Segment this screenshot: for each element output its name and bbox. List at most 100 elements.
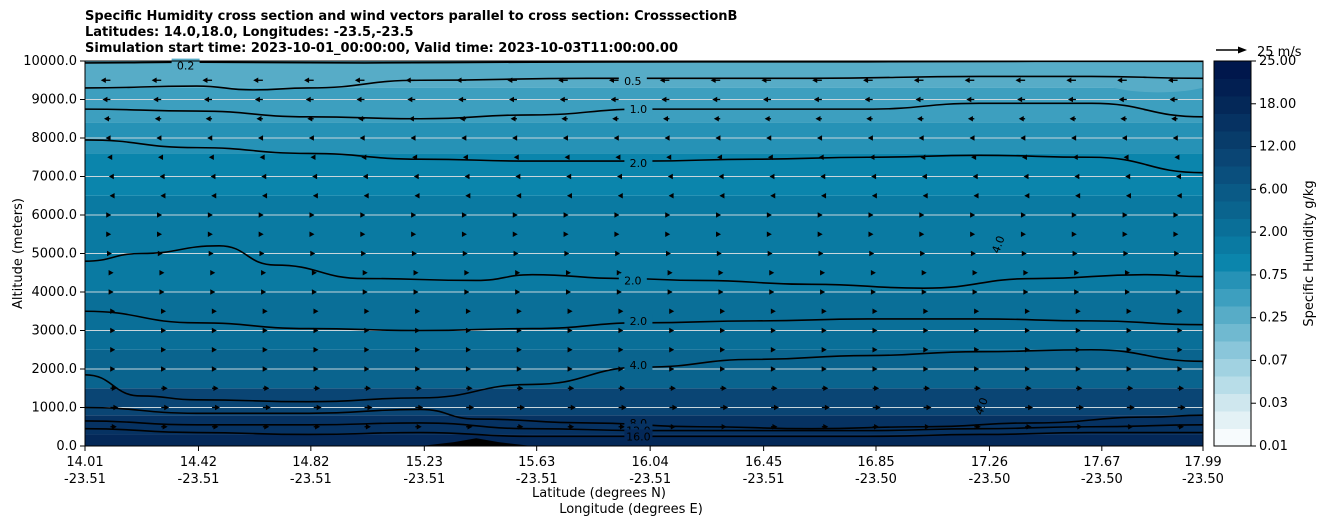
- wind-arrow: [261, 289, 267, 295]
- wind-arrow: [1021, 250, 1027, 257]
- wind-arrow: [516, 346, 522, 353]
- wind-arrow: [618, 327, 624, 334]
- quiver-key: 25 m/s: [1216, 45, 1302, 60]
- wind-arrow: [972, 173, 978, 180]
- wind-arrow: [1174, 154, 1180, 161]
- colorbar-tick-label: 0.07: [1259, 353, 1288, 368]
- wind-arrow: [1020, 135, 1026, 141]
- colorbar-segment: [1214, 166, 1251, 184]
- wind-arrow: [1175, 289, 1181, 295]
- wind-arrow: [461, 212, 467, 218]
- wind-arrow: [308, 135, 314, 141]
- wind-arrow: [262, 366, 268, 372]
- wind-arrow: [210, 289, 216, 295]
- colorbar-segment: [1214, 96, 1251, 114]
- x-tick-label-lat: 15.63: [518, 455, 555, 470]
- wind-arrow: [967, 115, 973, 122]
- colorbar-tick-label: 25.00: [1259, 54, 1296, 69]
- wind-arrow: [1124, 289, 1130, 295]
- colorbar: 0.01 0.03 0.07 0.25 0.75 2.00 6.00 12.00 18.00 25…: [1213, 54, 1317, 454]
- wind-arrow: [1169, 96, 1175, 103]
- wind-arrow: [921, 269, 927, 276]
- wind-arrow: [465, 346, 471, 353]
- x-tick-label-lat: 14.82: [292, 455, 329, 470]
- colorbar-tick-label: 12.00: [1259, 140, 1296, 155]
- wind-arrow: [515, 269, 521, 276]
- wind-arrow: [769, 269, 775, 276]
- wind-arrow: [964, 77, 970, 84]
- wind-arrow: [1071, 231, 1077, 238]
- wind-arrow: [1023, 269, 1029, 276]
- wind-arrow: [108, 269, 114, 276]
- wind-arrow: [719, 192, 725, 199]
- wind-arrow: [1026, 385, 1032, 392]
- wind-arrow: [817, 135, 823, 141]
- wind-arrow: [213, 385, 219, 392]
- wind-arrow: [362, 269, 368, 276]
- wind-arrow: [210, 269, 216, 276]
- wind-arrow: [262, 327, 268, 334]
- wind-arrow: [1172, 135, 1178, 141]
- quiver-key-label: 25 m/s: [1257, 45, 1302, 60]
- wind-arrow: [309, 212, 315, 218]
- wind-arrow: [157, 212, 163, 218]
- colorbar-segment: [1214, 183, 1251, 202]
- x-tick-label-lon: -23.51: [290, 472, 332, 487]
- x-tick-label-lon: -23.51: [516, 472, 558, 487]
- wind-arrow: [616, 269, 622, 276]
- humidity-patch: [1098, 64, 1203, 93]
- wind-arrow: [919, 212, 925, 218]
- wind-arrow: [1020, 212, 1026, 218]
- wind-arrow: [1015, 77, 1021, 84]
- wind-arrow: [1177, 366, 1183, 372]
- wind-arrow: [1120, 115, 1126, 122]
- wind-arrow: [1024, 327, 1030, 334]
- wind-arrow: [820, 289, 826, 295]
- wind-arrow: [305, 96, 311, 103]
- wind-arrow: [1180, 404, 1186, 411]
- wind-arrow: [158, 154, 164, 161]
- wind-arrow: [1177, 327, 1183, 334]
- wind-arrow: [564, 250, 570, 257]
- colorbar-segment: [1214, 131, 1251, 149]
- wind-arrow: [411, 250, 417, 257]
- wind-arrow: [918, 135, 924, 141]
- humidity-patch: [747, 61, 988, 77]
- colorbar-segment: [1214, 271, 1251, 289]
- colorbar-label: Specific Humidity g/kg: [1302, 180, 1317, 326]
- wind-arrow: [110, 327, 116, 334]
- x-tick-label-lat: 17.99: [1184, 455, 1221, 470]
- wind-arrow: [774, 404, 780, 411]
- wind-arrow: [559, 96, 565, 103]
- wind-arrow: [1125, 173, 1131, 180]
- wind-arrow: [1174, 250, 1180, 257]
- wind-arrow: [922, 192, 928, 199]
- wind-arrow: [977, 404, 983, 411]
- wind-arrow: [917, 115, 923, 122]
- y-tick-label: 9000.0: [32, 93, 78, 108]
- wind-arrow: [211, 192, 217, 199]
- colorbar-tick-label: 0.01: [1259, 439, 1288, 454]
- wind-arrow: [820, 269, 826, 276]
- wind-arrow: [360, 212, 366, 218]
- wind-arrow: [566, 192, 572, 199]
- wind-arrow: [766, 212, 772, 218]
- wind-arrow: [872, 308, 878, 315]
- contour-lines: [85, 61, 1203, 438]
- wind-arrow: [821, 308, 827, 315]
- wind-arrow: [970, 231, 976, 238]
- contour-label: 0.5: [624, 75, 642, 88]
- wind-arrow: [262, 192, 268, 199]
- wind-arrow: [770, 327, 776, 334]
- wind-arrow: [312, 192, 318, 199]
- wind-arrow: [1126, 366, 1132, 372]
- wind-arrow: [567, 366, 573, 372]
- wind-arrow: [413, 289, 419, 295]
- wind-arrow: [615, 154, 621, 161]
- wind-arrow: [1017, 96, 1023, 103]
- wind-arrow: [669, 327, 675, 334]
- x-tick-label-lon: -23.50: [1182, 472, 1224, 487]
- wind-arrow: [258, 135, 264, 141]
- wind-arrow: [464, 289, 470, 295]
- wind-arrow: [923, 327, 929, 334]
